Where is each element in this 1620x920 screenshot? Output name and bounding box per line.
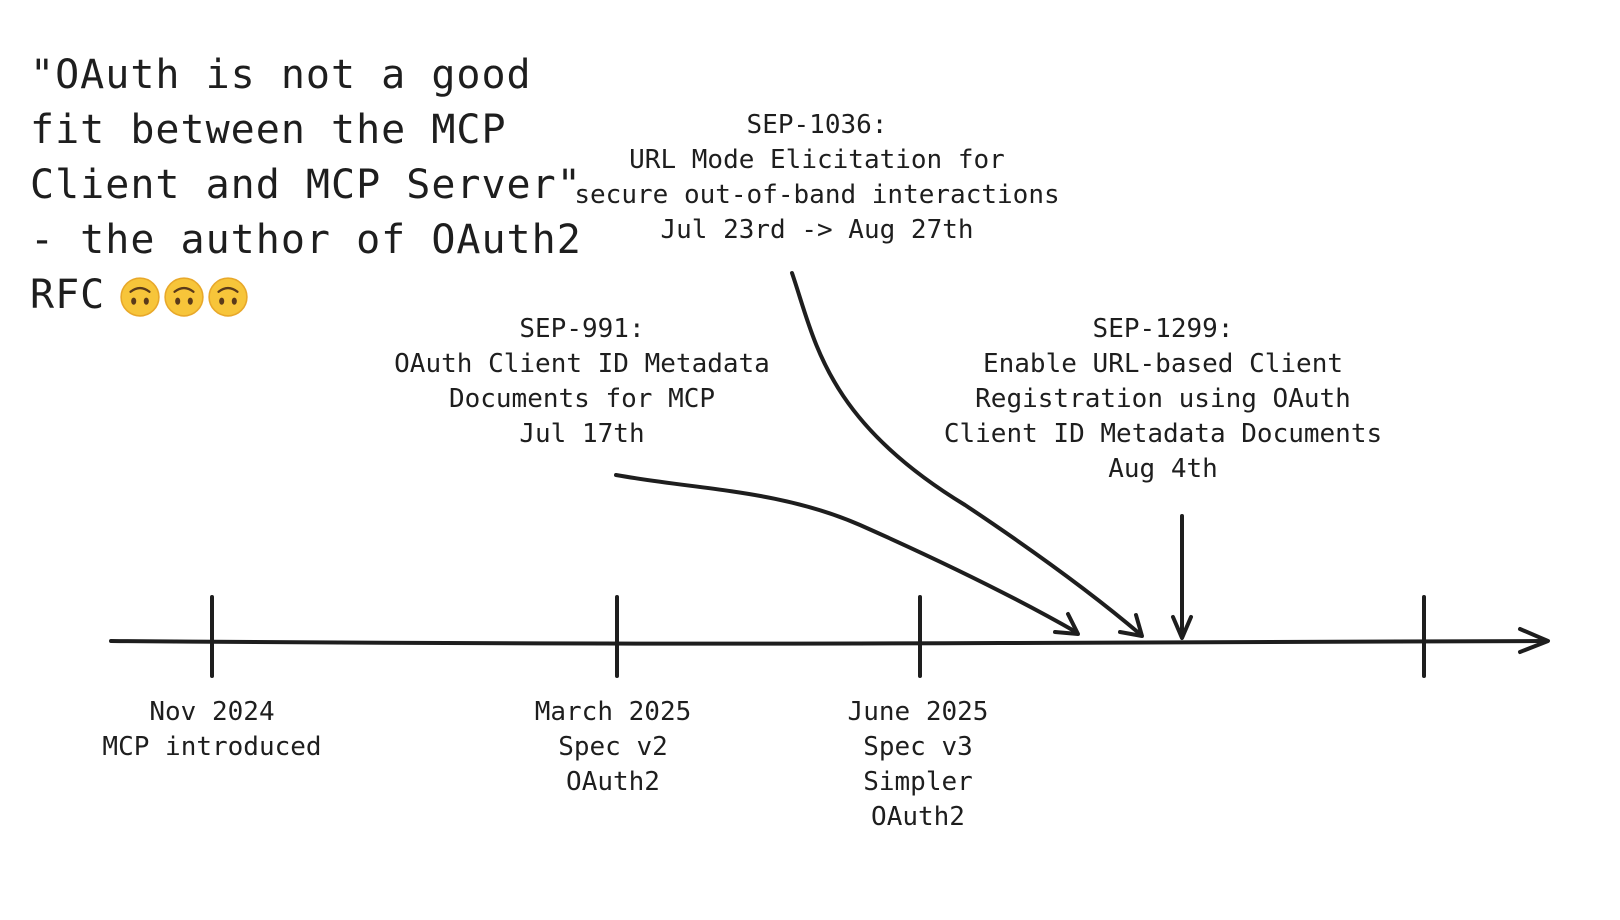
sep-991-date: Jul 17th <box>519 419 645 449</box>
emoji-row <box>119 276 249 318</box>
quote-line-5: RFC <box>30 268 590 323</box>
quote-line-4: - the author of OAuth2 <box>30 217 582 263</box>
quote-line-3: Client and MCP Server" <box>30 162 582 208</box>
sep-1299-label: SEP-1299: Enable URL-based Client Regist… <box>944 312 1382 487</box>
sep-991-label: SEP-991: OAuth Client ID Metadata Docume… <box>394 312 770 452</box>
milestone-mar-2025-desc-2: OAuth2 <box>566 767 660 797</box>
milestone-jun-2025-desc-3: OAuth2 <box>871 802 965 832</box>
sep-1299-date: Aug 4th <box>1108 454 1218 484</box>
sep-1299-arrowhead <box>1171 615 1193 640</box>
milestone-jun-2025-desc-2: Simpler <box>863 767 973 797</box>
sep-1036-title-2: secure out-of-band interactions <box>574 180 1060 210</box>
milestone-mar-2025-date: March 2025 <box>534 697 692 727</box>
sep-1036-arrow <box>790 271 1142 636</box>
milestone-mar-2025: March 2025 Spec v2 OAuth2 <box>535 695 692 800</box>
milestone-mar-2025-desc-1: Spec v2 <box>558 732 668 762</box>
sep-1299-title-3: Client ID Metadata Documents <box>943 419 1383 449</box>
milestone-jun-2025-date: June 2025 <box>847 697 989 727</box>
sep-991-id: SEP-991: <box>519 314 645 344</box>
milestone-jun-2025: June 2025 Spec v3 Simpler OAuth2 <box>848 695 989 835</box>
sep-991-arrow <box>614 473 1078 634</box>
sep-1299-title-1: Enable URL-based Client <box>982 349 1344 379</box>
quote-line-1: "OAuth is not a good <box>30 52 532 98</box>
sep-1036-id: SEP-1036: <box>746 110 888 140</box>
milestone-nov-2024-desc: MCP introduced <box>102 732 322 762</box>
sep-1036-title-1: URL Mode Elicitation for <box>629 145 1005 175</box>
upside-down-face-icon <box>208 277 248 317</box>
upside-down-face-icon <box>164 277 204 317</box>
quote-last-word: RFC <box>30 272 106 318</box>
milestone-nov-2024: Nov 2024 MCP introduced <box>102 695 321 765</box>
sep-991-title-2: Documents for MCP <box>448 384 716 414</box>
sep-1036-date: Jul 23rd -> Aug 27th <box>660 215 974 245</box>
sep-1299-id: SEP-1299: <box>1092 314 1234 344</box>
sep-991-arrowhead <box>1053 612 1080 636</box>
quote-line-2: fit between the MCP <box>30 107 507 153</box>
sep-1036-arrowhead <box>1118 613 1144 638</box>
timeline-axis <box>109 639 1547 646</box>
milestone-nov-2024-date: Nov 2024 <box>149 697 275 727</box>
upside-down-face-icon <box>120 277 160 317</box>
sep-991-title-1: OAuth Client ID Metadata <box>394 349 770 379</box>
quote-block: "OAuth is not a good fit between the MCP… <box>30 48 590 323</box>
milestone-jun-2025-desc-1: Spec v3 <box>863 732 973 762</box>
sep-1299-title-2: Registration using OAuth <box>975 384 1351 414</box>
sep-1036-label: SEP-1036: URL Mode Elicitation for secur… <box>574 108 1059 248</box>
timeline-axis-arrowhead <box>1518 627 1550 654</box>
